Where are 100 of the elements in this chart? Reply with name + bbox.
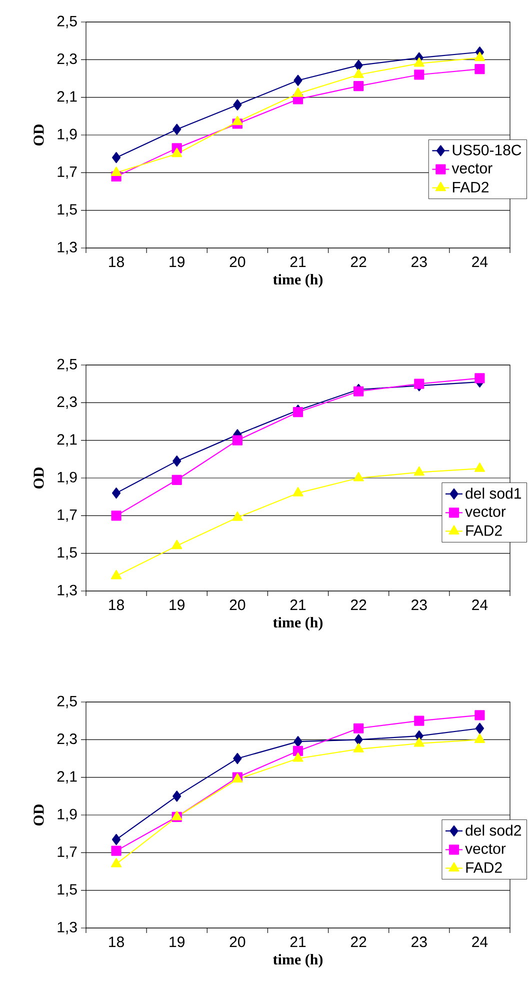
y-tick-label: 2,5 (57, 16, 77, 28)
point (354, 80, 364, 92)
legend-label: vector (465, 844, 506, 854)
x-tick-label: 23 (412, 936, 427, 948)
point (111, 510, 122, 521)
point (414, 378, 424, 389)
legend-label: del sod1 (466, 488, 522, 499)
point (110, 570, 122, 580)
y-axis-title: OD (34, 467, 44, 489)
x-tick-label: 18 (109, 256, 124, 268)
point (172, 148, 182, 158)
x-tick-label: 18 (109, 936, 124, 948)
y-tick-label: 1,5 (58, 884, 77, 896)
x-tick-label: 21 (290, 256, 306, 267)
point (292, 746, 304, 756)
point (172, 456, 182, 467)
x-tick-label: 22 (350, 936, 366, 948)
x-tick-label: 19 (170, 936, 184, 948)
y-tick-label: 2,5 (57, 358, 77, 372)
point (353, 68, 364, 78)
y-tick-label: 1,3 (58, 922, 77, 934)
x-tick-label: 21 (290, 936, 306, 948)
x-tick-label: 24 (472, 600, 488, 610)
point (292, 752, 304, 762)
legend-label: FAD2 (466, 862, 502, 873)
point (292, 88, 304, 97)
x-tick-label: 19 (170, 600, 184, 610)
point (414, 57, 424, 67)
point (414, 466, 424, 476)
point (354, 734, 363, 746)
legend-label: del sod2 (466, 824, 521, 836)
y-tick-label: 1,7 (58, 510, 77, 522)
y-axis-title: OD (34, 804, 44, 826)
point (354, 723, 364, 734)
point (112, 152, 121, 164)
legend-label: vector (452, 164, 492, 174)
point (232, 435, 242, 446)
y-tick-label: 1,9 (58, 128, 77, 142)
point (172, 474, 182, 485)
point (354, 60, 363, 71)
x-tick-label: 24 (472, 256, 488, 267)
point (110, 858, 122, 868)
point (414, 70, 424, 80)
point (172, 124, 182, 135)
point (474, 373, 485, 384)
point (475, 722, 484, 734)
point (232, 116, 243, 126)
y-tick-label: 1,7 (58, 166, 77, 179)
point (474, 64, 485, 74)
y-tick-label: 2,3 (57, 53, 77, 66)
point (414, 716, 424, 726)
x-axis-title: time (h) (273, 954, 323, 968)
point (110, 166, 122, 176)
point (232, 512, 243, 521)
y-tick-label: 1,9 (58, 472, 77, 484)
y-tick-label: 2,1 (57, 771, 77, 784)
legend-label: FAD2 (466, 525, 502, 536)
y-tick-label: 2,3 (57, 396, 77, 409)
y-tick-label: 2,1 (57, 434, 77, 447)
legend-label: FAD2 (452, 182, 488, 192)
point (414, 737, 424, 747)
y-tick-label: 1,7 (58, 846, 77, 859)
x-tick-label: 24 (472, 936, 488, 948)
legend-label: US50-18C (452, 144, 522, 156)
x-tick-label: 23 (412, 600, 427, 610)
x-tick-label: 22 (350, 600, 366, 610)
point (112, 488, 121, 499)
y-tick-label: 1,9 (58, 808, 77, 822)
x-tick-label: 20 (230, 256, 246, 268)
x-axis-title: time (h) (273, 616, 323, 631)
point (172, 540, 182, 550)
y-tick-label: 2,5 (57, 696, 77, 708)
point (474, 462, 486, 472)
x-tick-label: 23 (412, 256, 427, 268)
y-tick-label: 2,3 (57, 733, 77, 746)
point (294, 736, 302, 748)
point (233, 752, 242, 764)
y-tick-label: 1,5 (58, 204, 77, 216)
point (292, 487, 304, 496)
x-tick-label: 18 (109, 600, 124, 610)
y-tick-label: 1,3 (58, 242, 77, 254)
point (354, 386, 364, 396)
point (112, 834, 121, 846)
y-tick-label: 1,3 (58, 584, 77, 598)
point (172, 790, 182, 802)
point (353, 743, 364, 752)
x-tick-label: 22 (350, 256, 366, 267)
y-axis-title: OD (34, 124, 44, 146)
x-tick-label: 21 (290, 600, 306, 610)
point (474, 52, 486, 62)
point (233, 99, 242, 110)
point (294, 74, 302, 86)
point (474, 734, 486, 743)
y-tick-label: 2,1 (57, 91, 77, 104)
point (292, 407, 304, 418)
y-tick-label: 1,5 (58, 547, 77, 560)
legend-label: vector (465, 507, 506, 517)
x-axis-title: time (h) (273, 274, 323, 288)
x-tick-label: 19 (170, 256, 184, 268)
point (353, 472, 364, 482)
